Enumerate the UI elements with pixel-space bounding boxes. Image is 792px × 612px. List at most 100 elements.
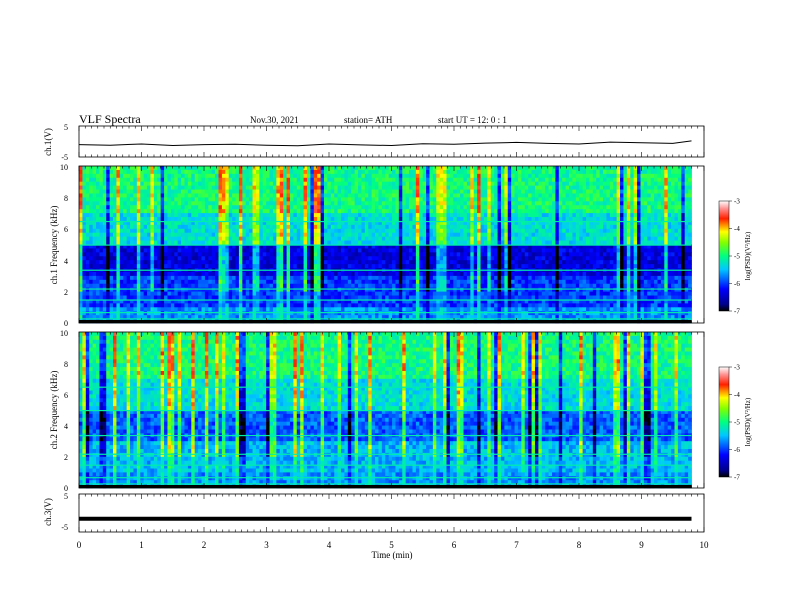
- spectrogram-cell: [620, 228, 624, 234]
- spectrogram-cell: [252, 177, 257, 183]
- spectrogram-cell: [286, 236, 291, 241]
- spectrogram-cell: [667, 205, 672, 210]
- spectrogram-cell: [426, 236, 430, 241]
- spectrogram-cell: [228, 248, 233, 253]
- spectrogram-cell: [599, 197, 604, 202]
- spectrogram-cell: [463, 228, 468, 234]
- spectrogram-cell: [170, 213, 175, 218]
- spectrogram-cell: [507, 197, 512, 202]
- spectrogram-cell: [395, 173, 400, 179]
- spectrogram-cell: [279, 197, 284, 202]
- spectrogram-cell: [341, 232, 345, 238]
- spectrogram-cell: [586, 260, 590, 265]
- spectrogram-cell: [684, 189, 689, 194]
- spectrogram-cell: [528, 185, 532, 190]
- spectrogram-cell: [249, 193, 253, 198]
- spectrogram-cell: [378, 189, 383, 194]
- spectrogram-cell: [507, 224, 512, 230]
- spectrogram-cell: [255, 264, 260, 269]
- spectrogram-cell: [558, 224, 563, 230]
- spectrogram-cell: [398, 181, 403, 187]
- spectrogram-cell: [143, 252, 148, 257]
- spectrogram-cell: [272, 236, 277, 241]
- spectrogram-cell: [174, 166, 179, 171]
- spectrogram-cell: [102, 189, 107, 194]
- spectrogram-cell: [606, 197, 611, 202]
- spectrogram-cell: [436, 256, 441, 261]
- spectrogram-cell: [681, 244, 686, 249]
- spectrogram-cell: [480, 181, 485, 187]
- spectrogram-cell: [351, 166, 356, 171]
- spectrogram-cell: [215, 189, 219, 194]
- spectrogram-cell: [545, 169, 549, 175]
- spectrogram-cell: [272, 197, 277, 202]
- spectrogram-cell: [99, 224, 104, 230]
- spectrogram-cell: [487, 177, 492, 183]
- spectrogram-cell: [130, 173, 134, 179]
- spectrogram-cell: [480, 248, 485, 253]
- spectrogram-cell: [140, 166, 145, 171]
- spectrogram-cell: [446, 217, 451, 222]
- spectrogram-cell: [181, 173, 185, 179]
- spectrogram-cell: [422, 217, 427, 222]
- spectrogram-cell: [521, 213, 526, 218]
- spectrogram-cell: [514, 197, 519, 202]
- spectrogram-cell: [545, 177, 549, 183]
- spectrogram-cell: [279, 213, 284, 218]
- spectrogram-cell: [531, 177, 536, 183]
- spectrogram-cell: [160, 173, 165, 179]
- spectrogram-cell: [483, 240, 488, 245]
- spectrogram-cell: [684, 197, 689, 202]
- spectrogram-cell: [528, 201, 532, 206]
- spectrogram-cell: [201, 201, 206, 206]
- spectrogram-cell: [272, 185, 277, 190]
- spectrogram-cell: [130, 209, 134, 214]
- spectrogram-cell: [575, 232, 580, 238]
- spectrogram-cell: [232, 252, 236, 257]
- spectrogram-cell: [89, 228, 94, 234]
- station-label: station= ATH: [344, 115, 393, 125]
- spectrogram-cell: [456, 256, 461, 261]
- spectrogram-cell: [272, 228, 277, 234]
- spectrogram-cell: [79, 240, 83, 245]
- spectrogram-cell: [592, 244, 597, 249]
- spectrogram-cell: [405, 252, 410, 257]
- spectrogram-cell: [327, 248, 332, 253]
- spectrogram-cell: [140, 244, 145, 249]
- spectrogram-cell: [626, 173, 631, 179]
- spectrogram-cell: [82, 193, 87, 198]
- spectrogram-cell: [637, 252, 641, 257]
- spectrogram-cell: [633, 217, 638, 222]
- spectrogram-cell: [167, 248, 172, 253]
- spectrogram-cell: [514, 185, 519, 190]
- spectrogram-cell: [262, 197, 267, 202]
- spectrogram-cell: [187, 209, 192, 214]
- spectrogram-cell: [460, 209, 464, 214]
- spectrogram-cell: [204, 264, 209, 269]
- spectrogram-cell: [119, 213, 124, 218]
- spectrogram-cell: [126, 166, 131, 171]
- spectrogram-cell: [143, 260, 148, 265]
- spectrogram-cell: [133, 169, 138, 175]
- spectrogram-cell: [378, 248, 383, 253]
- spectrogram-cell: [378, 197, 383, 202]
- spectrogram-cell: [286, 252, 291, 257]
- spectrogram-cell: [586, 256, 590, 261]
- spectrogram-cell: [354, 181, 359, 187]
- spectrogram-cell: [262, 252, 267, 257]
- spectrogram-cell: [272, 189, 277, 194]
- spectrogram-cell: [215, 197, 219, 202]
- spectrogram-cell: [558, 193, 563, 198]
- spectrogram-cell: [361, 205, 366, 210]
- spectrogram-cell: [157, 193, 162, 198]
- spectrogram-cell: [116, 224, 121, 230]
- spectrogram-cell: [164, 264, 168, 269]
- spectrogram-cell: [443, 181, 447, 187]
- spectrogram-cell: [381, 240, 386, 245]
- spectrogram-cell: [255, 240, 260, 245]
- spectrogram-cell: [490, 260, 495, 265]
- spectrogram-cell: [449, 169, 454, 175]
- spectrogram-cell: [507, 205, 512, 210]
- spectrogram-cell: [521, 205, 526, 210]
- spectrogram-cell: [395, 217, 400, 222]
